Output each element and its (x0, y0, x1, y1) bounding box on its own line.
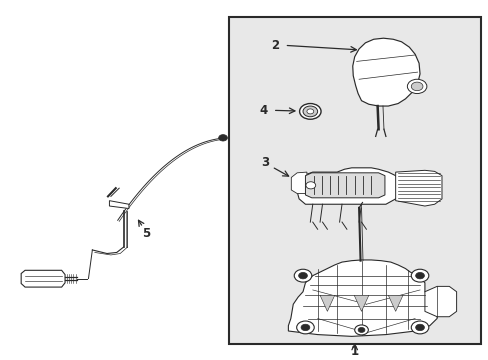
Circle shape (407, 79, 426, 94)
Polygon shape (353, 295, 368, 311)
Text: 2: 2 (270, 39, 278, 52)
Circle shape (415, 273, 424, 279)
Circle shape (299, 104, 321, 119)
Circle shape (354, 325, 367, 335)
Polygon shape (305, 173, 384, 198)
Polygon shape (387, 295, 402, 311)
Circle shape (305, 182, 315, 189)
Polygon shape (288, 260, 436, 336)
Circle shape (306, 109, 313, 114)
Circle shape (410, 269, 428, 282)
Circle shape (303, 106, 317, 117)
Circle shape (410, 321, 428, 334)
Circle shape (294, 269, 311, 282)
Polygon shape (320, 295, 334, 311)
Text: 5: 5 (142, 227, 150, 240)
Bar (228, 17, 480, 343)
Text: 3: 3 (261, 156, 269, 168)
Circle shape (415, 324, 424, 330)
Polygon shape (424, 286, 456, 317)
Polygon shape (395, 170, 441, 206)
Polygon shape (352, 38, 419, 106)
Polygon shape (21, 270, 65, 287)
Polygon shape (109, 201, 129, 208)
Text: 1: 1 (350, 345, 358, 358)
Circle shape (298, 273, 307, 279)
Polygon shape (291, 172, 306, 194)
Polygon shape (297, 168, 400, 204)
Circle shape (296, 321, 314, 334)
Circle shape (218, 135, 227, 141)
Circle shape (357, 328, 364, 332)
Text: 4: 4 (259, 104, 267, 117)
Circle shape (301, 324, 309, 330)
Circle shape (410, 82, 422, 91)
